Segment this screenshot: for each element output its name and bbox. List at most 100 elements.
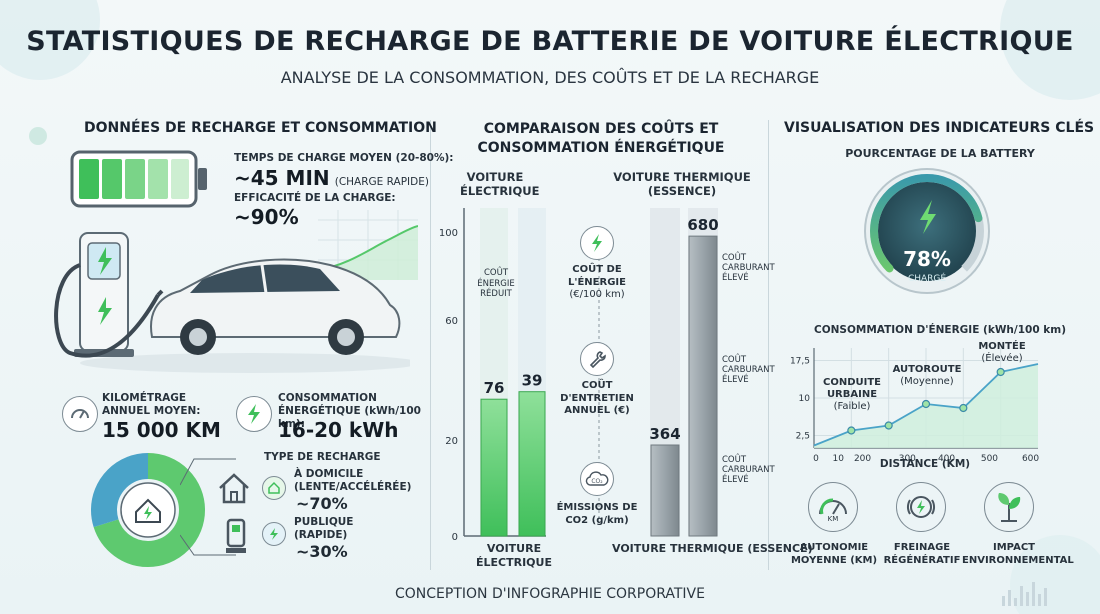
battery-gauge: 78% CHARGÉ: [864, 168, 990, 294]
line-point: [959, 403, 968, 413]
donut-slice-public: [91, 453, 205, 567]
line-xtick-label: 0: [813, 454, 819, 464]
mileage-value: 15 000 KM: [102, 418, 221, 442]
consumption-label: CONSOMMATION ÉNERGÉTIQUE (kWh/100 km):: [278, 392, 421, 431]
ice-high-1-line3: ÉLEVÉ: [722, 272, 749, 283]
recharge-type-label: TYPE DE RECHARGE: [264, 451, 381, 463]
line-point: [847, 426, 856, 435]
charge-time-row: ~45 MIN (CHARGE RAPIDE): [234, 166, 429, 190]
annotation-urban-line3: (Faible): [833, 401, 871, 412]
metric-maint-line2: D'ENTRETIEN: [560, 392, 634, 404]
ice-high-3-line1: COÛT: [722, 455, 747, 465]
annotation-urban-line1: CONDUITE: [822, 377, 881, 388]
ice-high-annotation-2: COÛT CARBURANT ÉLEVÉ: [722, 355, 775, 385]
public-value: ~30%: [296, 542, 348, 561]
regen-label: FREINAGE RÉGÉNÉRATIF: [876, 542, 968, 567]
bar-value-label: 364: [649, 425, 680, 443]
annotation-highway: AUTOROUTE (Moyenne): [892, 364, 962, 388]
ev-low-cost-line1: COÛT: [483, 268, 509, 278]
public-charge-icon: [262, 522, 286, 546]
line-chart-xlabel: DISTANCE (KM): [879, 458, 971, 470]
co2-cloud-icon: CO₂: [580, 462, 614, 496]
ev-header: VOITURE ÉLECTRIQUE: [460, 170, 540, 199]
metric-energy-label: COÛT DE L'ÉNERGIE (€/100 km): [560, 264, 634, 302]
charge-time-label: TEMPS DE CHARGE MOYEN (20-80%):: [234, 152, 454, 164]
metric-co2-label: ÉMISSIONS DE CO2 (g/km): [556, 502, 638, 527]
bar-value-label: 76: [484, 379, 505, 397]
gauge-title: POURCENTAGE DE LA BATTERY: [845, 147, 1035, 160]
bar-1: [518, 391, 546, 537]
autonomy-line1: AUTONOMIE: [799, 542, 869, 553]
speedometer-icon: [62, 396, 98, 432]
energy-cost-icon: [580, 226, 614, 260]
annotation-climb-line1: MONTÉE: [978, 341, 1026, 352]
ev-low-cost-line3: RÉDUIT: [480, 289, 512, 300]
annotation-climb-line2: (Élevée): [981, 353, 1023, 364]
wrench-icon: [580, 342, 614, 376]
bar-value-label: 39: [522, 372, 543, 390]
ev-footer-line1: VOITURE: [486, 542, 542, 555]
annotation-urban-line2: URBAINE: [826, 389, 878, 400]
metric-co2-line2: CO2 (g/km): [565, 514, 629, 526]
charge-time-note: (CHARGE RAPIDE): [334, 176, 429, 188]
ev-footer-label: VOITURE ÉLECTRIQUE: [474, 542, 554, 570]
annotation-climb: MONTÉE (Élevée): [972, 341, 1032, 365]
recharge-type-donut: [91, 453, 205, 567]
leaf-icon: [984, 482, 1034, 532]
environment-label: IMPACT ENVIRONNEMENTAL: [962, 542, 1074, 567]
gauge-fill-arc: [870, 174, 984, 288]
line-xtick-label: 500: [981, 454, 998, 464]
km-gauge-icon: KM: [808, 482, 858, 532]
ice-footer-label: VOITURE THERMIQUE (ESSENCE): [612, 542, 813, 555]
ice-high-3-line3: ÉLEVÉ: [722, 474, 749, 485]
line-xtick-label: 200: [854, 454, 871, 464]
ice-high-2-line1: COÛT: [722, 355, 747, 365]
environment-line2: ENVIRONNEMENTAL: [962, 554, 1074, 566]
co2-icon-text: CO₂: [591, 478, 603, 485]
bar-ytick-label: 0: [452, 532, 458, 543]
regen-line2: RÉGÉNÉRATIF: [883, 554, 961, 566]
ice-high-1-line2: CARBURANT: [722, 262, 775, 273]
line-point: [884, 421, 893, 430]
page-title: STATISTIQUES DE RECHARGE DE BATTERIE DE …: [26, 26, 1074, 57]
bar-2: [650, 444, 680, 537]
ice-high-1-line1: COÛT: [722, 253, 747, 263]
page-subtitle: ANALYSE DE LA CONSOMMATION, DES COÛTS ET…: [280, 68, 820, 87]
gauge-caption: CHARGÉ: [908, 272, 946, 284]
ev-header-line2: ÉLECTRIQUE: [460, 184, 540, 199]
annotation-highway-line1: AUTOROUTE: [892, 364, 962, 375]
middle-title-line1: COMPARAISON DES COÛTS ET: [483, 121, 719, 137]
bar-ytick-label: 20: [445, 436, 458, 447]
divider-right: [768, 120, 769, 570]
battery-icon: [70, 150, 207, 208]
divider-left: [430, 120, 431, 570]
autonomy-line2: MOYENNE (KM): [790, 554, 878, 566]
home-value: ~70%: [296, 494, 348, 513]
regen-brake-icon: [896, 482, 946, 532]
metric-energy-line2: L'ÉNERGIE: [568, 276, 626, 288]
efficiency-value: ~90%: [234, 205, 299, 229]
line-xtick-label: 400: [938, 454, 955, 464]
ice-high-2-line2: CARBURANT: [722, 364, 775, 375]
public-charger-icon: [226, 518, 246, 553]
ice-high-annotation-1: COÛT CARBURANT ÉLEVÉ: [722, 253, 775, 283]
metric-energy-line1: COÛT DE: [572, 264, 622, 275]
km-icon-text: KM: [828, 515, 839, 522]
charge-time-value: ~45 MIN: [234, 166, 330, 190]
metric-energy-line3: (€/100 km): [569, 289, 625, 300]
middle-title-line2: CONSOMMATION ÉNERGÉTIQUE: [477, 139, 725, 156]
bar-0: [480, 398, 508, 537]
home-label: À DOMICILE (LENTE/ACCÉLÉRÉE): [294, 468, 412, 494]
home-charge-icon: [262, 476, 286, 500]
efficiency-label: EFFICACITÉ DE LA CHARGE:: [234, 192, 396, 204]
metric-maint-line3: ANNUEL (€): [564, 405, 630, 416]
line-ytick-label: 17,5: [790, 357, 810, 367]
metric-co2-line1: ÉMISSIONS DE: [556, 502, 638, 513]
footer-bars-decoration: [1002, 582, 1047, 606]
ev-low-cost-annotation: COÛT ÉNERGIE RÉDUIT: [476, 268, 516, 300]
metric-maint-line1: COÛT: [581, 380, 613, 391]
charging-station-car-illustration: [54, 232, 410, 373]
energy-consumption-line-chart: 0 10 200 300 400 500 600 2,5 10 17,5: [790, 348, 1039, 464]
middle-section-title: COMPARAISON DES COÛTS ET CONSOMMATION ÉN…: [436, 120, 766, 158]
metric-connector-line: [598, 240, 600, 520]
